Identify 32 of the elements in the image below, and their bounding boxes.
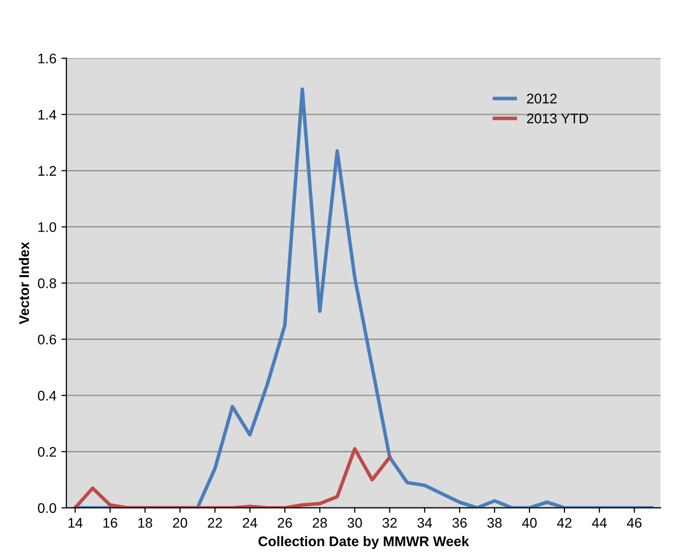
x-tick-label: 16: [103, 518, 118, 528]
y-tick-label: 0.2: [38, 446, 56, 457]
x-tick-label: 30: [348, 518, 362, 528]
line-series: [73, 447, 392, 508]
x-tick-label: 38: [487, 518, 502, 528]
y-tick-label: 0.0: [38, 503, 56, 513]
x-tick-label: 26: [278, 518, 292, 528]
x-tick-label: 32: [382, 518, 397, 528]
legend-label: 2013 YTD: [527, 114, 588, 124]
y-tick-label: 0.4: [38, 390, 56, 401]
x-tick-label: 28: [312, 518, 327, 528]
x-tick-label: 24: [242, 518, 258, 528]
x-tick-label: 22: [208, 518, 222, 528]
y-tick-label: 1.4: [38, 110, 56, 120]
y-tick-label: 0.6: [38, 334, 56, 344]
x-tick-label: 14: [68, 518, 82, 528]
x-tick-label: 36: [452, 518, 467, 528]
y-axis-title: Vector Index: [18, 242, 30, 324]
line-series: [73, 87, 654, 508]
y-tick-label: 1.0: [38, 222, 56, 232]
x-tick-label: 18: [138, 518, 152, 528]
y-tick-label: 1.2: [38, 166, 56, 176]
x-tick-label: 40: [522, 518, 537, 528]
x-tick-label: 34: [417, 518, 432, 528]
legend-label: 2012: [527, 94, 557, 104]
x-tick-label: 20: [172, 518, 188, 528]
x-tick-label: 42: [557, 518, 572, 528]
x-tick-label: 46: [626, 518, 642, 528]
y-tick-label: 0.8: [38, 278, 56, 288]
x-axis-title: Collection Date by MMWR Week: [258, 536, 470, 549]
x-tick-label: 44: [592, 518, 607, 528]
y-tick-label: 1.6: [38, 54, 56, 64]
